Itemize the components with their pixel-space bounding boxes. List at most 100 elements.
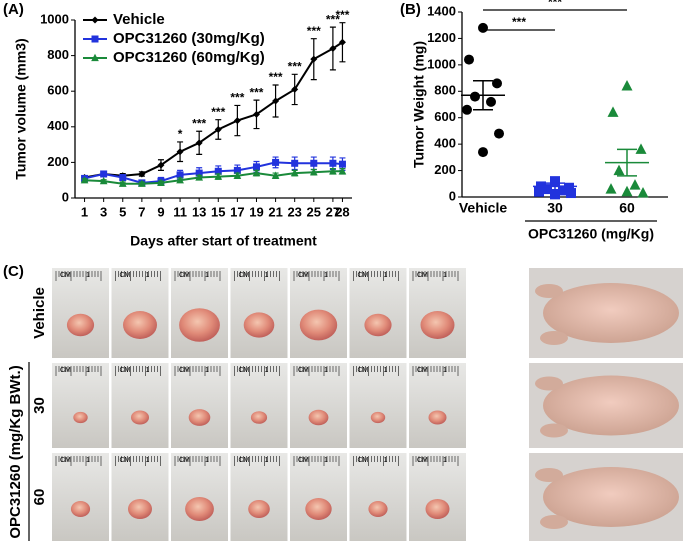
x-tick-label: 17 xyxy=(230,204,244,219)
data-point xyxy=(310,55,318,63)
ruler-mark: 1 xyxy=(265,457,269,464)
ruler: CM 1 xyxy=(412,366,459,376)
data-point xyxy=(176,148,184,156)
tumor xyxy=(185,497,214,521)
photo xyxy=(111,363,169,448)
y-axis-label: Tumor volume (mm3) xyxy=(13,38,29,179)
data-point xyxy=(157,161,165,169)
ruler: CM 1 xyxy=(234,456,280,466)
photo xyxy=(171,363,228,448)
ruler-unit: CM xyxy=(417,457,428,464)
ruler: CM 1 xyxy=(353,456,399,466)
photo xyxy=(111,453,169,541)
legend-marker xyxy=(91,16,99,24)
ruler-mark: 1 xyxy=(86,457,90,464)
data-point xyxy=(118,179,127,187)
data-point xyxy=(637,187,649,198)
ruler-mark: 1 xyxy=(205,457,209,464)
data-point xyxy=(214,125,222,133)
data-point xyxy=(494,128,504,139)
ruler: CM 1 xyxy=(174,456,221,466)
ruler-mark: 1 xyxy=(86,367,90,374)
x-tick-label: 15 xyxy=(211,204,225,219)
ruler-unit: CM xyxy=(120,457,131,464)
data-point xyxy=(195,169,203,177)
significance-label: *** xyxy=(211,105,225,119)
data-point xyxy=(635,143,647,154)
mouse xyxy=(543,283,679,343)
data-point xyxy=(486,96,496,107)
tumor xyxy=(70,501,91,517)
ruler-mark: 1 xyxy=(265,272,269,279)
tumor xyxy=(299,309,338,341)
significance-label: *** xyxy=(192,116,206,130)
ruler-unit: CM xyxy=(417,272,428,279)
ruler-unit: CM xyxy=(120,272,131,279)
data-point xyxy=(233,166,241,174)
data-point xyxy=(138,170,146,178)
data-point xyxy=(252,163,260,171)
mouse xyxy=(543,375,679,436)
mouse-leg xyxy=(535,284,563,298)
ruler-unit: CM xyxy=(60,367,71,374)
ruler-mark: 1 xyxy=(443,272,447,279)
sem-bar xyxy=(473,79,493,111)
ruler-mark: 1 xyxy=(86,272,90,279)
tumor xyxy=(179,308,220,342)
photo xyxy=(52,268,109,358)
ruler-unit: CM xyxy=(179,367,190,374)
tumor xyxy=(188,409,211,426)
tumor xyxy=(368,501,388,517)
ruler: CM 1 xyxy=(115,271,161,281)
ruler-mark: 1 xyxy=(324,272,328,279)
photo xyxy=(230,363,288,448)
ruler-unit: CM xyxy=(358,367,369,374)
y-tick-label: 400 xyxy=(47,118,69,133)
ruler: CM 1 xyxy=(55,366,102,376)
significance-label: *** xyxy=(269,70,283,84)
data-point xyxy=(621,185,633,197)
significance-label: *** xyxy=(307,24,321,38)
ruler: CM 1 xyxy=(55,271,102,281)
tumor xyxy=(123,311,157,339)
row-label: 60 xyxy=(31,489,48,506)
data-point xyxy=(271,171,280,179)
ruler-mark: 1 xyxy=(265,367,269,374)
mouse-leg xyxy=(540,423,568,438)
significance-label: *** xyxy=(548,0,562,9)
ruler-unit: CM xyxy=(358,457,369,464)
ruler-unit: CM xyxy=(298,367,309,374)
x-tick-label: Vehicle xyxy=(459,200,507,216)
tumor xyxy=(131,410,149,425)
ruler-unit: CM xyxy=(120,367,131,374)
ruler: CM 1 xyxy=(115,366,161,376)
data-point xyxy=(157,178,165,187)
tumor xyxy=(428,410,447,425)
data-point xyxy=(272,97,280,105)
x-tick-label: 3 xyxy=(100,204,107,219)
significance-label: * xyxy=(178,127,183,141)
photo xyxy=(52,363,109,448)
data-point xyxy=(613,164,625,176)
ruler-unit: CM xyxy=(239,272,250,279)
mouse-leg xyxy=(535,376,563,391)
data-point xyxy=(99,176,108,185)
x-tick-label: 7 xyxy=(138,204,145,219)
data-point xyxy=(309,167,318,176)
tumor xyxy=(73,411,88,424)
ruler: CM 1 xyxy=(55,456,102,466)
data-point xyxy=(272,158,280,166)
tumor xyxy=(420,311,455,339)
data-point xyxy=(329,167,337,175)
photo xyxy=(290,363,347,448)
ruler-mark: 1 xyxy=(443,367,447,374)
significance-label: *** xyxy=(249,85,263,99)
mouse-leg xyxy=(535,468,563,482)
data-point xyxy=(470,91,480,102)
ruler-mark: 1 xyxy=(146,367,150,374)
data-point xyxy=(329,159,337,167)
tumor xyxy=(128,499,152,519)
ruler-mark: 1 xyxy=(146,457,150,464)
ruler-mark: 1 xyxy=(324,367,328,374)
mouse-leg xyxy=(540,331,568,345)
